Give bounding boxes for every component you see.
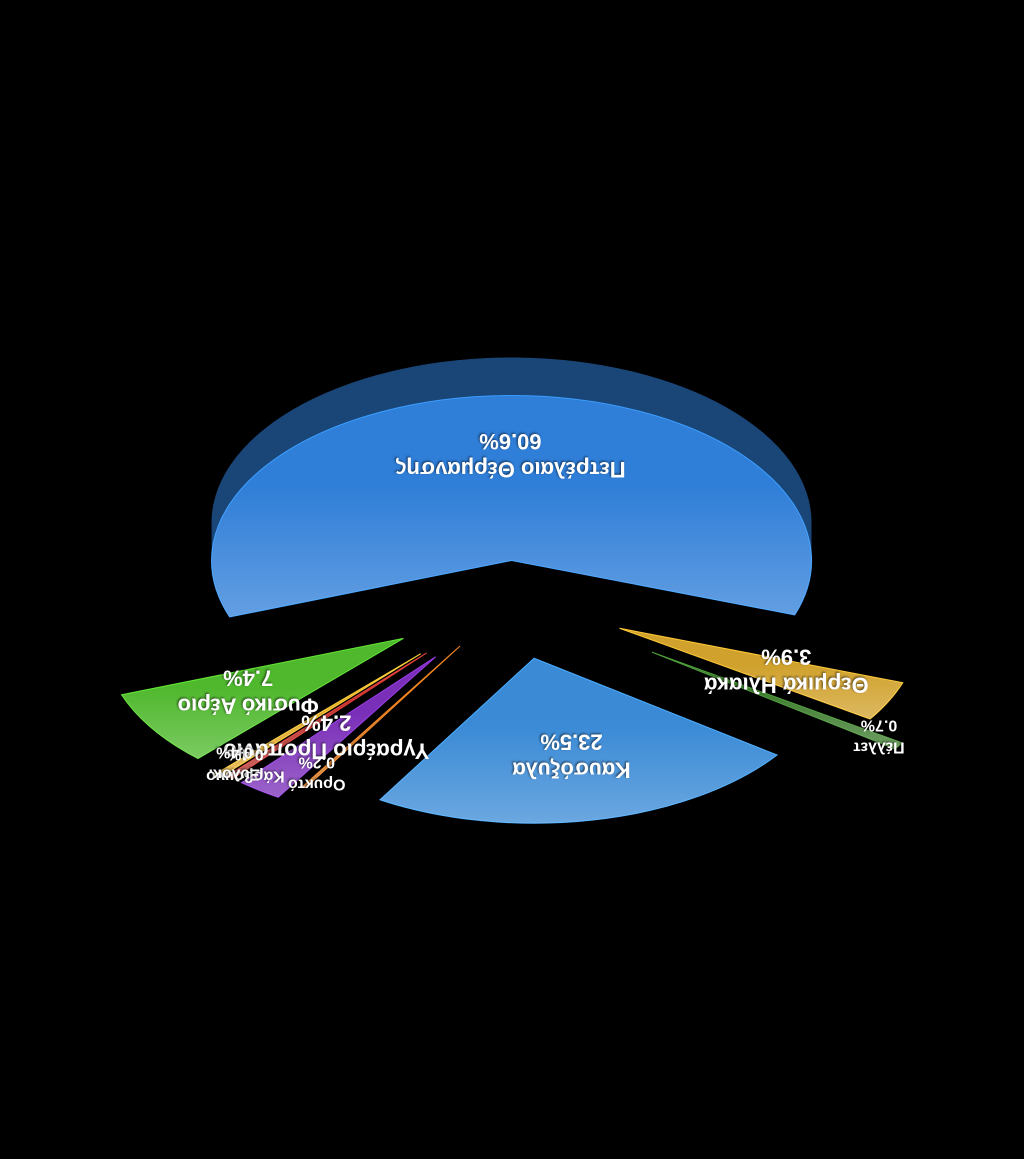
pie-slice-percent: 0.7% [861, 716, 897, 733]
pie-slice-label: Θερμικά Ηλιακά [703, 673, 868, 698]
pie-slice-label: Ορυκτό [288, 776, 346, 793]
pie-slice-percent: 60.6% [479, 429, 541, 454]
pie-slice-label: Καυσόξυλα [512, 757, 631, 782]
pie-slice-percent: 7.4% [223, 666, 273, 691]
pie-slice-label: Πέλλετ [853, 738, 904, 755]
pie-slice-label: Ξυλοκ. [209, 766, 260, 783]
pie-slice-label: Πετρέλαιο Θέρμανσης [395, 457, 626, 482]
pie-slice-label: Φυσικό Αέριο [178, 694, 319, 719]
pie-chart-3d: Πετρέλαιο Θέρμανσης 60.6% Θερμικά Ηλιακά 3.… [0, 0, 1024, 1159]
pie-slice-percent: 0.4% [216, 744, 252, 761]
pie-slice-percent: 3.9% [761, 645, 811, 670]
pie-slice-percent: 23.5% [540, 729, 602, 754]
